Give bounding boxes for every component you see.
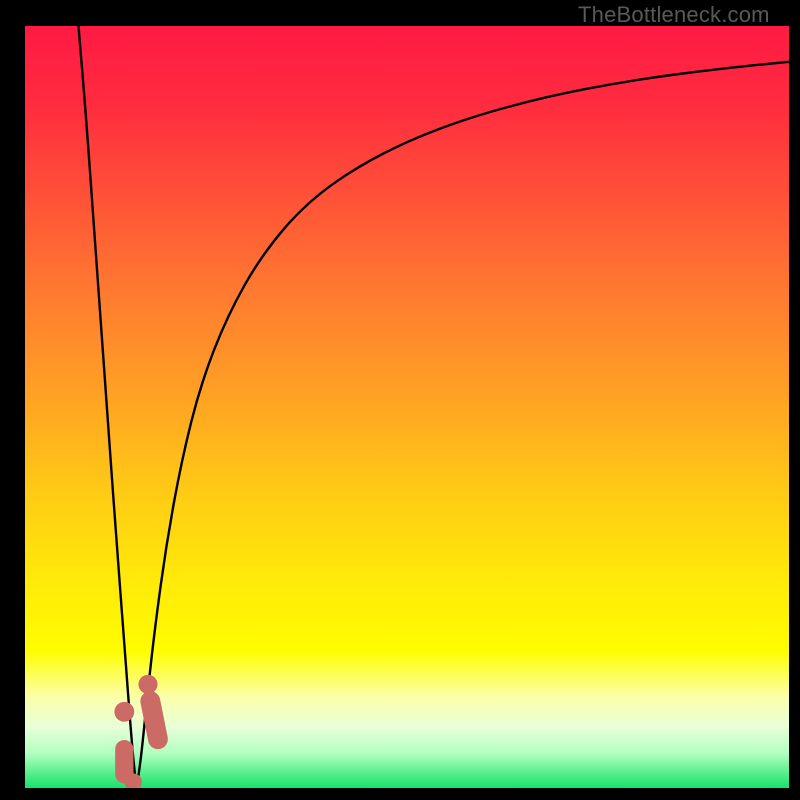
plot-area: [25, 26, 789, 788]
curve-left_descending: [78, 26, 136, 788]
chart-frame: TheBottleneck.com: [0, 0, 800, 800]
marker-right_cluster_dot: [138, 675, 157, 694]
plot-svg: [25, 26, 789, 788]
watermark-text: TheBottleneck.com: [578, 2, 770, 28]
marker-left_cluster_dot: [114, 702, 134, 722]
marker-right_cluster_capsule: [150, 701, 158, 739]
curve-right_ascending: [137, 62, 789, 788]
